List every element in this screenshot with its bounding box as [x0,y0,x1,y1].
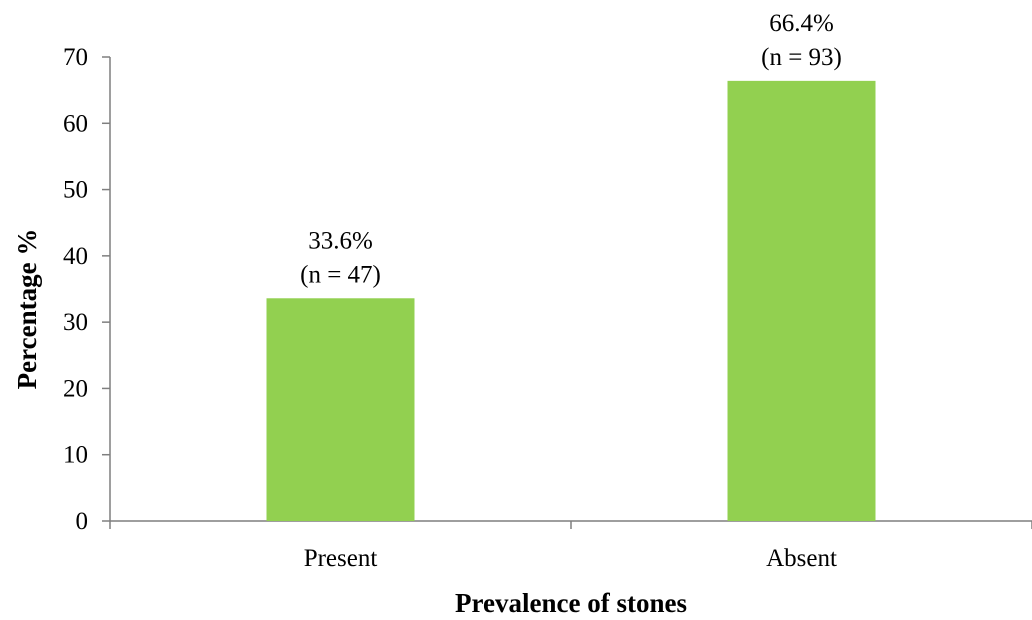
x-tick-label: Absent [766,545,837,572]
data-label: (n = 93) [761,44,842,71]
data-labels: 33.6% (n = 47) 66.4% (n = 93) [300,10,842,288]
x-axis: Present Absent [109,520,1032,572]
y-tick-label: 10 [63,442,88,469]
y-tick-label: 20 [63,375,88,402]
y-tick-label: 40 [63,243,88,270]
y-axis: 0 10 20 30 40 50 60 70 [63,44,111,535]
bar [727,80,876,521]
y-tick-label: 30 [63,309,88,336]
y-axis-title: Percentage % [12,229,42,390]
data-label: 33.6% [308,227,373,254]
data-label: 66.4% [769,10,834,37]
x-tick-label: Present [304,545,378,572]
x-axis-title: Prevalence of stones [455,588,687,618]
y-tick-label: 0 [76,508,89,535]
bars [266,80,876,521]
y-tick-label: 50 [63,177,88,204]
bar [266,298,415,521]
y-tick-label: 60 [63,110,88,137]
y-tick-label: 70 [63,44,88,71]
data-label: (n = 47) [300,261,381,288]
